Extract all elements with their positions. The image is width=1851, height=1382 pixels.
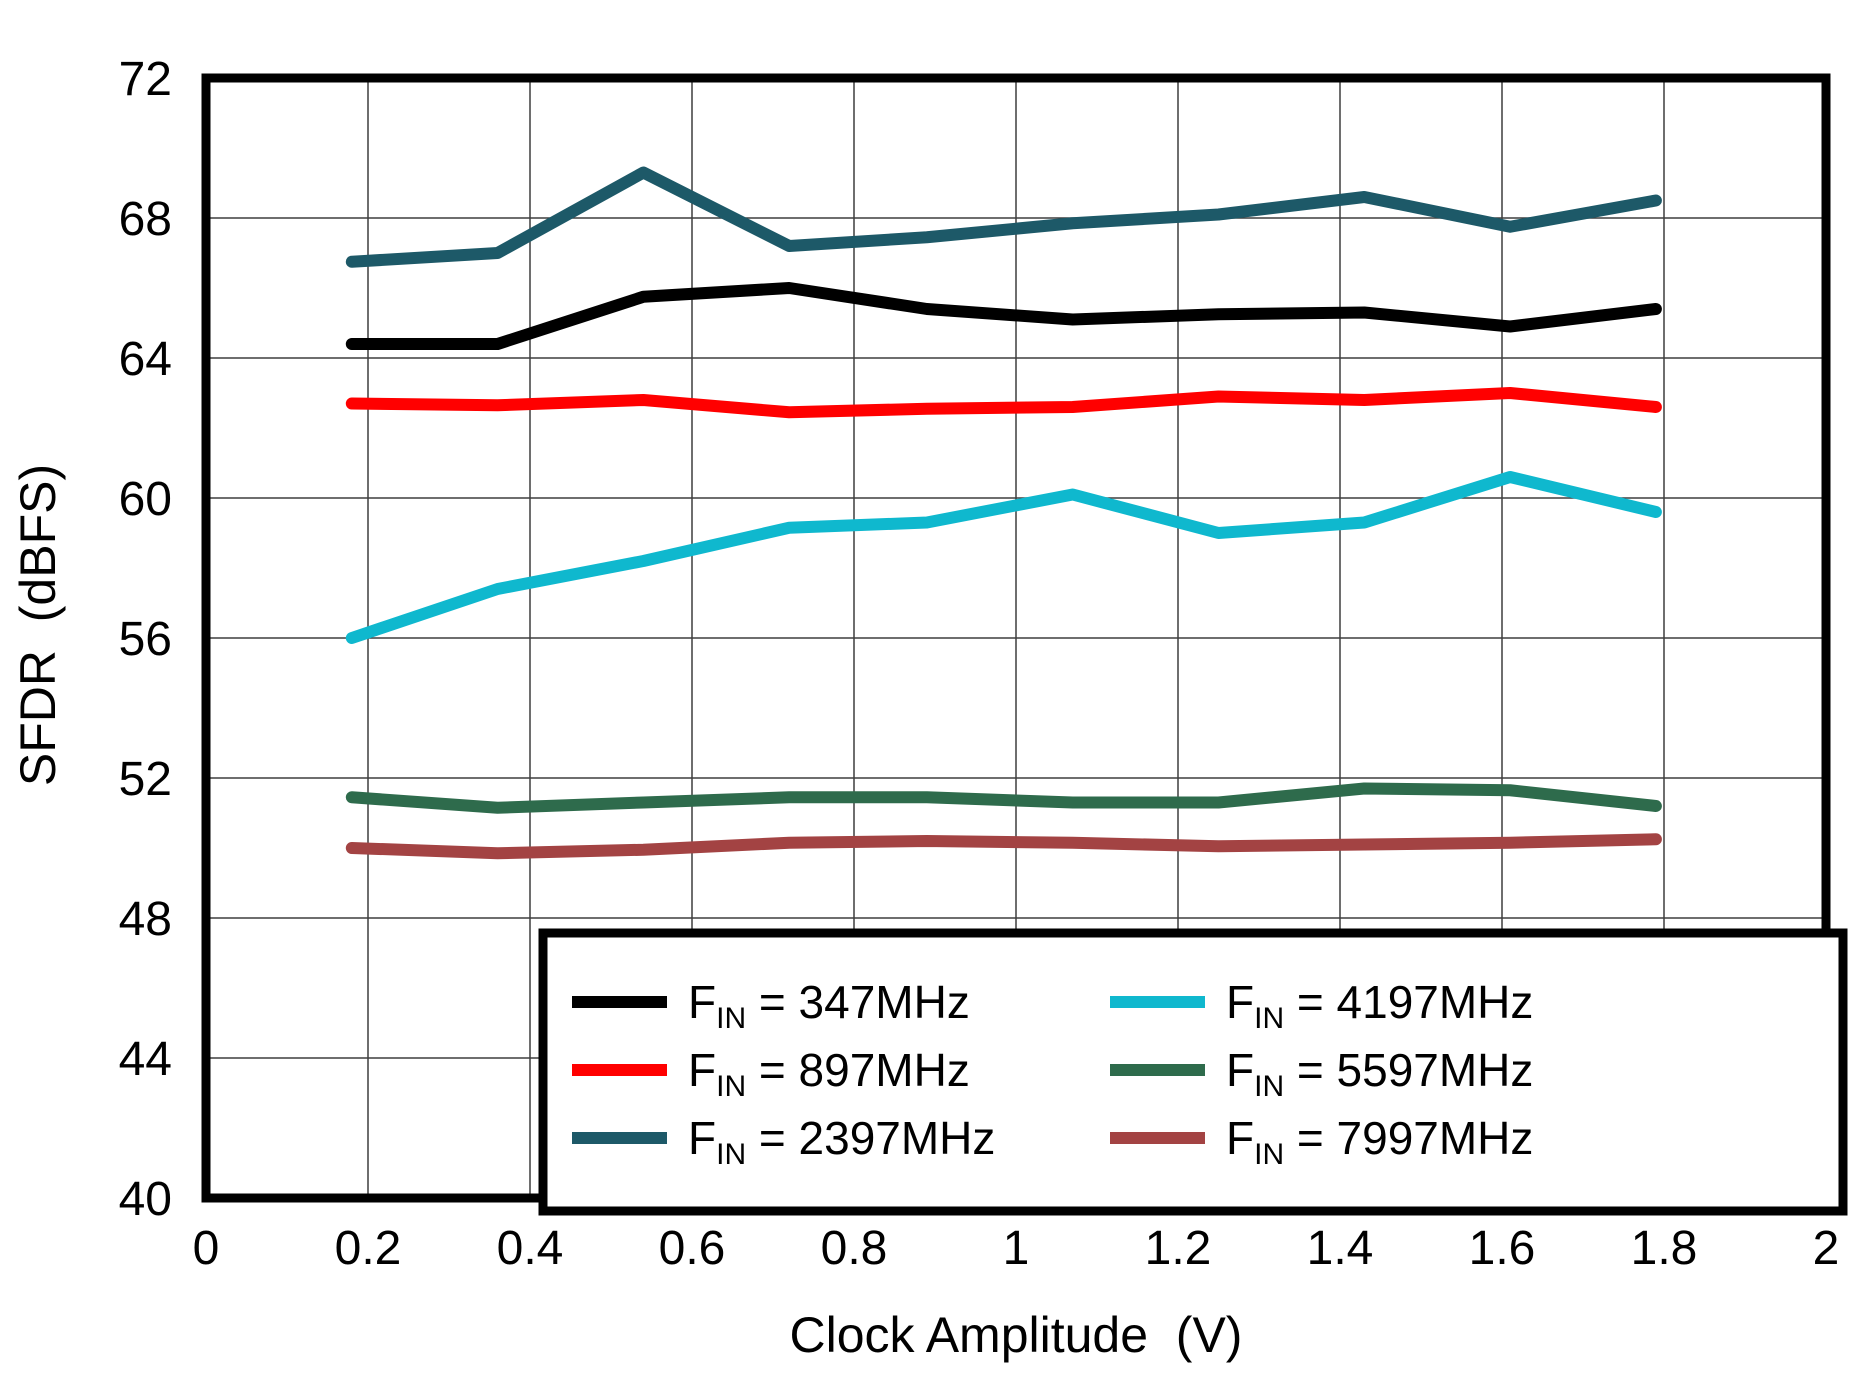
series-line-5597mhz [345,782,1662,814]
x-axis-title: Clock Amplitude (V) [790,1307,1243,1363]
series-line-2397mhz [345,166,1662,268]
legend-label: FIN = 7997MHz [1226,1112,1533,1171]
y-tick-label: 44 [119,1033,172,1086]
x-tick-label: 1.6 [1469,1222,1536,1275]
legend-label: FIN = 2397MHz [688,1112,995,1171]
legend-label: FIN = 5597MHz [1226,1044,1533,1103]
series-line-347mhz [345,282,1662,350]
x-tick-label: 0.6 [659,1222,726,1275]
legend-label: FIN = 897MHz [688,1044,970,1103]
y-axis-title: SFDR (dBFS) [10,464,66,786]
x-tick-label: 2 [1813,1222,1840,1275]
x-tick-label: 0 [193,1222,220,1275]
x-tick-label: 1 [1003,1222,1030,1275]
y-tick-label: 56 [119,613,172,666]
x-tick-label: 0.2 [335,1222,402,1275]
data-series [345,166,1662,860]
legend: FIN = 347MHz FIN = 897MHz FIN = 2397MHz FIN… [538,928,1848,1216]
legend-label: FIN = 347MHz [688,976,970,1035]
y-tick-label: 40 [119,1173,172,1226]
y-tick-label: 68 [119,193,172,246]
x-tick-label: 1.8 [1631,1222,1698,1275]
x-tick-label: 0.8 [821,1222,888,1275]
y-tick-label: 72 [119,53,172,106]
tick-labels: 0 0.2 0.4 0.6 0.8 1 1.2 1.4 1.6 1.8 2 40 44 48 52 56 60 6… [119,53,1840,1275]
x-tick-label: 0.4 [497,1222,564,1275]
y-tick-label: 64 [119,333,172,386]
series-line-7997mhz [345,833,1662,860]
y-tick-label: 60 [119,473,172,526]
y-tick-label: 48 [119,893,172,946]
legend-label: FIN = 4197MHz [1226,976,1533,1035]
x-tick-label: 1.4 [1307,1222,1374,1275]
y-tick-label: 52 [119,753,172,806]
series-line-4197mhz [345,471,1662,644]
x-tick-label: 1.2 [1145,1222,1212,1275]
series-line-897mhz [345,387,1662,419]
